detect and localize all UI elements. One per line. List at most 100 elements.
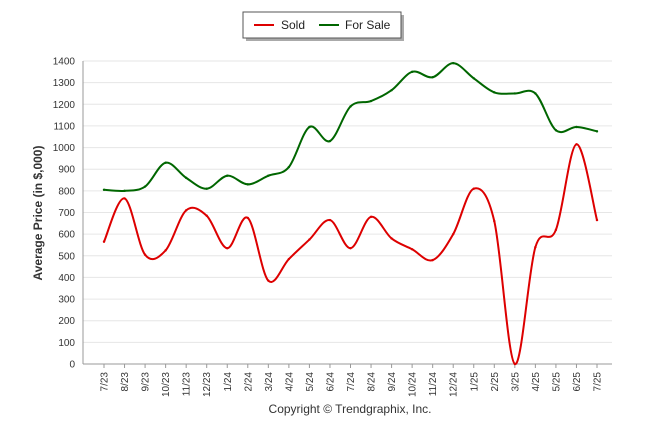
y-tick-label: 0 <box>69 360 75 371</box>
data-point-sold <box>410 248 414 251</box>
x-tick-label: 10/24 <box>408 372 419 397</box>
y-axis-label: Average Price (in $,000) <box>31 146 45 281</box>
data-point-for-sale <box>143 185 147 188</box>
legend: Sold For Sale <box>242 11 404 41</box>
data-point-sold <box>184 209 188 212</box>
legend-label-sold: Sold <box>281 18 305 32</box>
data-point-sold <box>595 218 599 222</box>
y-tick-label: 700 <box>58 208 75 219</box>
y-tick-label: 1100 <box>53 121 75 132</box>
data-point-for-sale <box>226 174 229 177</box>
grid-lines <box>83 60 612 365</box>
data-point-sold <box>123 197 126 200</box>
data-point-for-sale <box>246 183 249 186</box>
y-tick-label: 800 <box>58 186 75 197</box>
x-tick-label: 5/25 <box>551 372 562 392</box>
data-point-sold <box>102 240 106 243</box>
x-tick-label: 1/25 <box>469 372 480 392</box>
x-tick-label: 12/24 <box>449 372 460 397</box>
data-point-sold <box>226 247 229 250</box>
data-point-sold <box>164 249 167 252</box>
data-point-for-sale <box>164 161 167 164</box>
x-tick-label: 4/24 <box>284 372 295 392</box>
x-tick-label: 9/24 <box>387 372 398 392</box>
x-tick-label: 8/23 <box>120 372 131 392</box>
data-point-for-sale <box>493 91 496 94</box>
data-point-for-sale <box>123 189 126 193</box>
data-point-for-sale <box>452 61 455 65</box>
legend-label-for-sale: For Sale <box>345 18 391 32</box>
x-tick-label: 1/24 <box>223 372 234 392</box>
data-point-for-sale <box>431 76 434 79</box>
data-point-for-sale <box>595 130 599 133</box>
data-point-for-sale <box>472 77 475 80</box>
copyright-credit: Copyright © Trendgraphix, Inc. <box>269 402 432 416</box>
y-tick-label: 1400 <box>53 57 76 68</box>
data-point-for-sale <box>184 176 188 180</box>
data-point-for-sale <box>349 105 352 108</box>
x-tick-label: 7/23 <box>100 372 111 392</box>
data-point-sold <box>534 245 537 249</box>
data-point-for-sale <box>328 139 332 143</box>
axes <box>82 61 612 365</box>
y-tick-label: 900 <box>58 165 75 176</box>
data-point-sold <box>369 215 373 219</box>
data-point-sold <box>246 216 249 220</box>
series-line-sold <box>103 143 598 366</box>
data-point-for-sale <box>102 188 106 191</box>
data-point-sold <box>493 219 496 223</box>
data-point-for-sale <box>534 92 537 95</box>
x-tick-label: 11/24 <box>428 372 439 397</box>
y-tick-label: 100 <box>58 338 75 349</box>
data-point-sold <box>287 257 291 261</box>
series-lines <box>102 61 599 366</box>
x-tick-label: 6/24 <box>325 372 336 392</box>
y-tick-label: 1000 <box>53 143 76 154</box>
x-tick-label: 2/24 <box>243 372 254 392</box>
x-tick-label: 10/23 <box>161 372 172 397</box>
y-tick-label: 1200 <box>53 100 76 111</box>
y-tick-label: 300 <box>58 295 75 306</box>
y-tick-label: 500 <box>58 251 75 262</box>
data-point-sold <box>308 238 311 241</box>
data-point-sold <box>513 362 517 366</box>
x-tick-label: 7/25 <box>593 372 604 392</box>
y-tick-labels: 0 100 200 300 400 500 600 700 800 900 1000 1100 1200… <box>53 57 76 371</box>
x-tick-label: 6/25 <box>572 372 583 392</box>
x-tick-label: 12/23 <box>202 372 213 397</box>
data-point-sold <box>452 232 455 236</box>
y-tick-label: 1300 <box>53 78 76 89</box>
data-point-sold <box>472 187 475 190</box>
data-point-sold <box>575 143 578 146</box>
x-tick-label: 9/23 <box>141 372 152 392</box>
x-tick-label: 3/24 <box>264 372 275 392</box>
data-point-for-sale <box>513 92 517 95</box>
data-point-for-sale <box>390 89 393 92</box>
data-point-sold <box>554 228 558 232</box>
x-tick-labels: 7/23 8/23 9/23 10/23 11/23 12/23 1/24 2/24 3/24 4… <box>100 364 604 397</box>
data-point-sold <box>390 237 393 240</box>
y-tick-label: 200 <box>58 316 75 327</box>
data-point-for-sale <box>554 129 558 132</box>
x-tick-label: 2/25 <box>490 372 501 392</box>
data-point-sold <box>267 279 270 282</box>
y-tick-label: 600 <box>58 230 75 241</box>
x-tick-label: 11/23 <box>182 372 193 397</box>
data-point-sold <box>205 214 208 217</box>
data-point-sold <box>143 253 147 256</box>
data-point-for-sale <box>287 165 291 169</box>
x-tick-label: 4/25 <box>531 372 542 392</box>
data-point-for-sale <box>267 174 270 177</box>
data-point-for-sale <box>205 187 208 190</box>
x-tick-label: 7/24 <box>346 372 357 392</box>
data-point-sold <box>431 258 434 262</box>
data-point-for-sale <box>308 125 311 129</box>
data-point-sold <box>328 218 332 222</box>
data-point-for-sale <box>410 70 414 74</box>
x-tick-label: 3/25 <box>510 372 521 392</box>
data-point-sold <box>349 247 352 250</box>
y-tick-label: 400 <box>58 273 75 284</box>
x-tick-label: 5/24 <box>305 372 316 392</box>
data-point-for-sale <box>575 125 578 129</box>
